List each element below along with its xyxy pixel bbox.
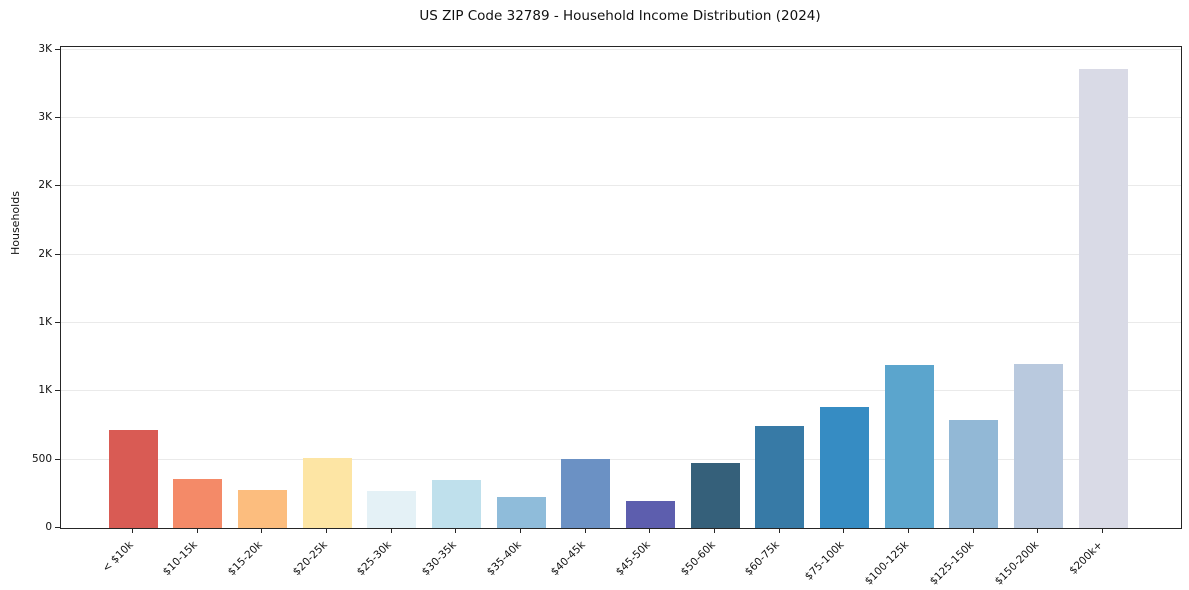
x-tick-mark [843,528,845,533]
x-tick-mark [390,528,392,533]
x-tick-mark [326,528,327,533]
gridline [61,322,1181,324]
x-tick-label: $50-60k [678,539,718,579]
bar-150-200k [1013,364,1063,528]
y-tick-label: 3K [38,111,52,124]
x-tick-mark [908,528,910,533]
x-tick-label: $20-25k [290,539,330,579]
x-tick-label: $40-45k [549,539,589,579]
x-tick-mark [584,528,586,533]
gridline [61,185,1181,187]
y-tick-label: 2K [38,247,52,260]
gridline [61,458,1181,460]
y-tick-mark [55,48,60,50]
y-tick-mark [55,253,60,255]
x-tick-label: $75-100k [803,539,847,583]
y-tick-label: 500 [31,452,52,465]
y-tick-mark [55,322,60,324]
x-tick-mark [972,528,974,533]
y-tick-label: 1K [38,384,52,397]
bar-30-35k [431,480,481,528]
x-tick-mark [714,528,716,533]
gridline [61,390,1181,392]
y-tick-label: 1K [38,316,52,329]
y-tick-mark [55,458,60,460]
bar-40-45k [561,458,611,528]
y-tick-label: 0 [45,521,52,533]
bar-10k [108,430,158,528]
plot-area [60,46,1182,529]
x-tick-label: $25-30k [355,539,395,579]
bar-35-40k [496,496,546,528]
x-tick-label: $125-150k [927,539,977,588]
x-tick-mark [261,528,263,533]
y-tick-mark [55,390,60,392]
gridline [61,117,1181,119]
bar-100-125k [884,364,934,528]
bar-45-50k [625,501,675,528]
bar-75-100k [819,407,869,528]
x-tick-mark [649,528,651,533]
bar-125-150k [949,420,999,528]
bar-50-60k [690,462,740,528]
x-tick-label: $35-40k [484,539,524,579]
x-tick-mark [455,528,457,533]
x-tick-label: $60-75k [743,539,783,579]
y-tick-label: 2K [38,179,52,192]
x-tick-label: $15-20k [225,539,265,579]
x-tick-mark [132,528,133,533]
x-tick-label: $150-200k [992,539,1041,588]
bar-60-75k [755,425,805,528]
y-tick-label: 3K [38,42,52,55]
bar-200k [1078,68,1128,528]
x-tick-mark [1102,528,1104,533]
y-axis-label: Households [9,191,22,256]
gridline [61,48,1181,50]
bar-20-25k [302,457,352,528]
x-tick-label: $100-125k [862,539,912,588]
x-tick-label: $200k+ [1067,539,1106,577]
y-tick-mark [55,117,60,119]
bar-15-20k [237,490,287,528]
y-tick-mark [55,185,60,187]
x-tick-label: $30-35k [419,539,459,579]
chart-title: US ZIP Code 32789 - Household Income Dis… [419,8,821,24]
x-tick-mark [520,528,522,533]
gridline [61,253,1181,255]
x-tick-mark [778,528,780,533]
x-tick-mark [196,528,198,533]
x-tick-mark [1037,528,1039,533]
x-tick-label: < $10k [99,539,136,575]
x-tick-label: $10-15k [161,539,201,579]
x-tick-label: $45-50k [613,539,653,579]
y-tick-mark [55,527,60,528]
bar-25-30k [367,491,417,528]
bar-10-15k [173,478,223,528]
